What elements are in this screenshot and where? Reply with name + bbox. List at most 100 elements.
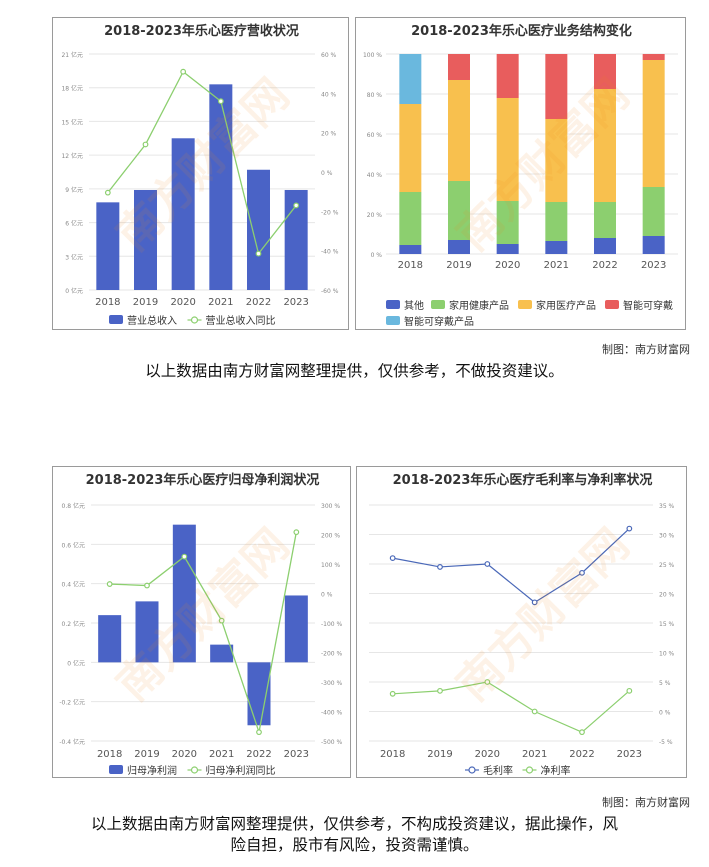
y-tick-label-left: -0.2 亿元 — [59, 699, 85, 707]
bar-revenue — [284, 189, 308, 290]
y-tick-label-left: 0 亿元 — [67, 659, 85, 667]
bar-net-profit — [210, 644, 234, 663]
stacked-bar-segment — [545, 241, 568, 254]
legend-label: 智能可穿戴产品 — [404, 315, 474, 328]
legend-label: 家用健康产品 — [449, 299, 509, 312]
x-tick-label: 2020 — [495, 260, 520, 271]
chart-title: 2018-2023年乐心医疗营收状况 — [104, 23, 299, 39]
point-revenue-yoy — [217, 98, 224, 105]
x-tick-label: 2018 — [97, 749, 122, 760]
x-tick-label: 2022 — [592, 260, 617, 271]
y-tick-label-left: 3 亿元 — [65, 253, 83, 261]
stacked-bar-segment — [399, 192, 422, 245]
point-net-margin — [531, 708, 538, 715]
stacked-bar-segment — [399, 245, 422, 254]
structure-chart-panel: 2018-2023年乐心医疗业务结构变化 0 % 20 % 40 % 60 % 80 % 1… — [355, 17, 686, 330]
y-tick-label-left: 0.4 亿元 — [62, 581, 85, 589]
bar-net-profit — [135, 601, 159, 663]
x-tick-label: 2022 — [246, 297, 271, 308]
x-tick-label: 2019 — [134, 749, 159, 760]
point-gross-margin — [437, 564, 443, 570]
point-revenue-yoy — [142, 141, 149, 148]
y-tick-label: 20 % — [367, 212, 383, 219]
point-net-profit-yoy — [144, 582, 150, 589]
y-tick-label: 40 % — [367, 172, 383, 179]
y-tick-label-right: 0 % — [659, 710, 671, 717]
y-tick-label: 80 % — [367, 92, 383, 99]
stacked-bar-segment — [448, 181, 470, 240]
x-tick-label: 2022 — [246, 749, 271, 760]
y-tick-label-right: 25 % — [659, 562, 675, 569]
legend-swatch — [386, 316, 400, 325]
disclaimer-bottom-line1: 以上数据由南方财富网整理提供，仅供参考，不构成投资建议，据此操作，风 — [90, 815, 618, 833]
point-revenue-yoy — [293, 202, 300, 209]
point-net-profit-yoy — [181, 553, 188, 560]
y-tick-label-left: 6 亿元 — [65, 220, 83, 228]
x-tick-label: 2019 — [133, 297, 158, 308]
y-tick-label: 0 % — [371, 252, 383, 259]
disclaimer-bottom-line2: 险自担，股市有风险，投资需谨慎。 — [230, 836, 479, 854]
y-tick-label-left: 21 亿元 — [61, 51, 83, 59]
legend-swatch — [518, 300, 532, 309]
y-tick-label-left: 9 亿元 — [65, 186, 83, 194]
disclaimer-top: 以上数据由南方财富网整理提供，仅供参考，不做投资建议。 — [145, 362, 564, 380]
y-tick-label-right: -500 % — [321, 739, 343, 746]
stacked-bar-segment — [496, 201, 519, 244]
stacked-bar-segment — [448, 54, 470, 80]
line-gross-margin — [392, 528, 630, 604]
stacked-bar-segment — [399, 54, 422, 104]
legend-marker — [525, 766, 534, 774]
credit-top: 制图：南方财富网 — [602, 343, 690, 356]
y-tick-label: 100 % — [363, 52, 382, 59]
y-tick-label-right: -100 % — [321, 621, 343, 628]
stacked-bar-segment — [448, 80, 470, 181]
profit-chart: 2018-2023年乐心医疗归母净利润状况 -0.4 亿元 -0.2 亿元 0 亿元 0… — [59, 472, 343, 777]
bar-net-profit — [247, 662, 271, 726]
x-tick-label: 2020 — [475, 749, 500, 760]
y-tick-label-right: 40 % — [321, 91, 337, 98]
stacked-bar-segment — [496, 244, 519, 254]
y-tick-label-right: -300 % — [321, 680, 343, 687]
legend-swatch — [109, 315, 123, 324]
point-net-profit-yoy — [106, 581, 113, 587]
y-tick-label-left: 0.2 亿元 — [62, 620, 85, 628]
legend-swatch — [605, 300, 619, 309]
profit-chart-panel: 2018-2023年乐心医疗归母净利润状况 -0.4 亿元 -0.2 亿元 0 亿元 0… — [52, 466, 351, 778]
legend-marker — [190, 766, 199, 774]
legend-label: 归母净利润同比 — [206, 764, 276, 777]
bar-net-profit — [172, 524, 196, 663]
stacked-bar-segment — [642, 236, 665, 254]
line-net-profit-yoy — [109, 532, 297, 735]
legend-label: 净利率 — [541, 764, 571, 777]
stacked-bar-segment — [594, 202, 616, 238]
x-tick-label: 2018 — [380, 749, 405, 760]
point-revenue-yoy — [104, 189, 111, 196]
y-tick-label-right: 0 % — [321, 592, 333, 599]
y-tick-label-right: 300 % — [321, 503, 340, 510]
legend-label: 智能可穿戴 — [623, 299, 673, 312]
legend-label: 家用医疗产品 — [536, 299, 596, 312]
stacked-bar-segment — [594, 54, 616, 89]
y-tick-label-right: 10 % — [659, 651, 675, 658]
y-tick-label-right: 100 % — [321, 562, 340, 569]
revenue-chart: 2018-2023年乐心医疗营收状况 0 亿元 3 亿元 6 亿元 9 亿元 12 亿元 1… — [61, 23, 338, 327]
revenue-chart-panel: 2018-2023年乐心医疗营收状况 0 亿元 3 亿元 6 亿元 9 亿元 12 亿元 1… — [52, 17, 349, 330]
stacked-bar-segment — [642, 54, 665, 60]
stacked-bar-segment — [642, 60, 665, 187]
x-tick-label: 2021 — [522, 749, 547, 760]
x-tick-label: 2023 — [641, 260, 666, 271]
legend-label: 营业总收入同比 — [206, 314, 276, 327]
y-tick-label-right: 15 % — [659, 621, 675, 628]
stacked-bar-segment — [448, 240, 470, 254]
y-tick-label-right: -200 % — [321, 651, 343, 658]
stacked-bar-segment — [594, 238, 616, 254]
y-tick-label-right: -400 % — [321, 710, 343, 717]
margin-chart: 2018-2023年乐心医疗毛利率与净利率状况 -5 % 0 % 5 % 10 % 15 … — [369, 472, 675, 777]
point-gross-margin — [389, 555, 396, 561]
y-tick-label-right: 0 % — [321, 170, 333, 177]
point-net-margin — [626, 687, 633, 694]
y-tick-label: 60 % — [367, 132, 383, 139]
line-revenue-yoy — [107, 70, 297, 256]
point-gross-margin — [626, 525, 633, 532]
point-net-profit-yoy — [293, 529, 300, 536]
